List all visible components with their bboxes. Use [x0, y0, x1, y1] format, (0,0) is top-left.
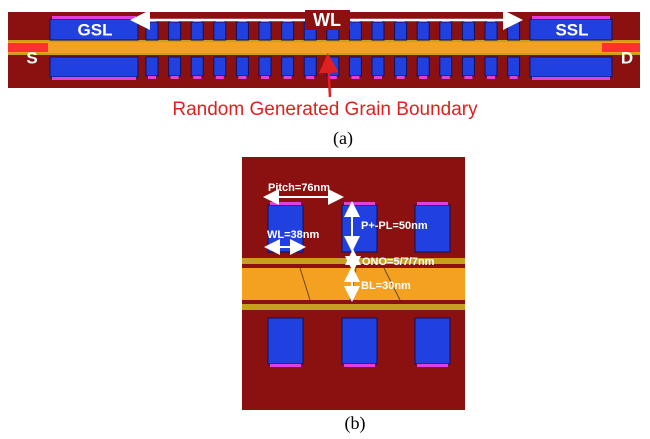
gate [268, 318, 303, 364]
gate-contact [52, 16, 136, 19]
gate [169, 22, 181, 40]
wl-width-label: WL=38nm [267, 229, 319, 241]
gate [508, 57, 520, 76]
ono-a-bottom [8, 53, 640, 55]
annotation: Random Generated Grain Boundary [172, 99, 478, 120]
gate [304, 57, 316, 76]
gate-contact [52, 77, 136, 80]
gate [417, 22, 429, 40]
gate-contact [442, 76, 450, 79]
gate [191, 57, 203, 76]
gate-contact [238, 76, 246, 79]
gate [236, 22, 248, 40]
gate [50, 57, 138, 77]
gate [191, 22, 203, 40]
gate [395, 57, 407, 76]
gate [508, 22, 520, 40]
gate-contact [270, 364, 301, 367]
gate-contact [344, 364, 375, 367]
gate-contact [419, 76, 427, 79]
gate [485, 57, 497, 76]
figure: GSL WL SSL S D Random Generated Grain Bo… [0, 0, 650, 439]
caption-b: (b) [345, 413, 366, 434]
gate-contact [261, 76, 269, 79]
gate [282, 57, 294, 76]
ono-b-bottom [242, 304, 465, 310]
gate [342, 318, 377, 364]
ono-label: ONO=5/7/7nm [362, 256, 435, 268]
gate-contact [532, 77, 610, 80]
gate [440, 22, 452, 40]
gate-contact [487, 76, 495, 79]
source-label: S [26, 48, 37, 67]
bl-label: BL=30nm [361, 280, 411, 292]
caption-a: (a) [333, 128, 353, 149]
gate [372, 22, 384, 40]
gate [530, 57, 612, 77]
gate-contact [171, 76, 179, 79]
channel-a [8, 42, 640, 53]
gate [236, 57, 248, 76]
gate [259, 57, 271, 76]
gate [146, 57, 158, 76]
gate [214, 57, 226, 76]
gate [146, 22, 158, 40]
pitch-label: Pitch=76nm [268, 182, 330, 194]
gate [440, 57, 452, 76]
gate [485, 22, 497, 40]
gate-contact [193, 76, 201, 79]
wl-label: WL [313, 10, 341, 30]
gsl-label: GSL [78, 20, 113, 39]
pl-label: P+-PL=50nm [361, 220, 428, 232]
page: GSL WL SSL S D Random Generated Grain Bo… [0, 0, 650, 439]
gate [349, 22, 361, 40]
ssl-label: SSL [555, 20, 588, 39]
gate [259, 22, 271, 40]
gate [462, 22, 474, 40]
drain-label: D [621, 48, 633, 67]
gate-contact [510, 76, 518, 79]
gate [462, 57, 474, 76]
gate-contact [397, 76, 405, 79]
gate-contact [464, 76, 472, 79]
gate-contact [270, 202, 301, 205]
gate-contact [374, 76, 382, 79]
gate [395, 22, 407, 40]
gate [169, 57, 181, 76]
gate [349, 57, 361, 76]
gate [415, 318, 450, 364]
gate [417, 57, 429, 76]
gate-contact [417, 364, 448, 367]
gate-contact [306, 76, 314, 79]
gate-contact [417, 202, 448, 205]
gate-contact [344, 202, 375, 205]
gate-contact [284, 76, 292, 79]
gate-contact [532, 16, 610, 19]
gate [372, 57, 384, 76]
gate-contact [351, 76, 359, 79]
gate-contact [148, 76, 156, 79]
gate [282, 22, 294, 40]
gate [214, 22, 226, 40]
gate-contact [216, 76, 224, 79]
